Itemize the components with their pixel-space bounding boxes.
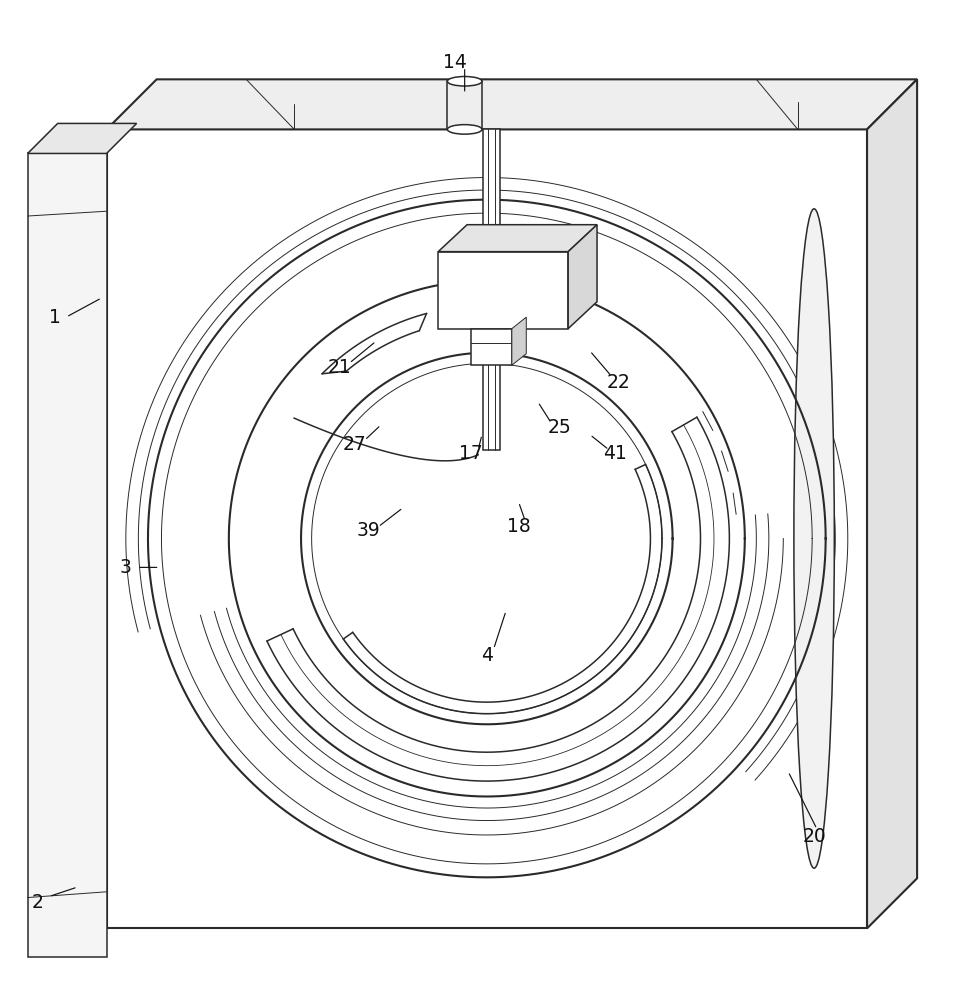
- Polygon shape: [439, 252, 568, 329]
- Text: 14: 14: [443, 53, 467, 72]
- Text: 25: 25: [548, 418, 571, 437]
- Text: 18: 18: [507, 517, 530, 536]
- Text: 1: 1: [48, 308, 61, 327]
- Polygon shape: [568, 225, 597, 329]
- Polygon shape: [867, 79, 917, 928]
- Polygon shape: [512, 317, 526, 365]
- Text: 22: 22: [606, 373, 630, 392]
- Polygon shape: [439, 225, 597, 252]
- Polygon shape: [483, 129, 500, 450]
- Text: 17: 17: [459, 444, 482, 463]
- Polygon shape: [107, 79, 917, 129]
- Text: 27: 27: [343, 435, 367, 454]
- Text: 39: 39: [357, 521, 380, 540]
- Text: 20: 20: [802, 827, 826, 846]
- Polygon shape: [471, 329, 512, 365]
- Ellipse shape: [447, 125, 482, 134]
- Polygon shape: [28, 123, 137, 153]
- Ellipse shape: [447, 76, 482, 86]
- Text: 41: 41: [602, 444, 627, 463]
- Text: 21: 21: [328, 358, 352, 377]
- Text: 2: 2: [32, 893, 43, 912]
- Text: 4: 4: [481, 646, 493, 665]
- Ellipse shape: [794, 209, 834, 868]
- Polygon shape: [107, 129, 867, 928]
- Polygon shape: [28, 153, 107, 957]
- Text: 3: 3: [120, 558, 132, 577]
